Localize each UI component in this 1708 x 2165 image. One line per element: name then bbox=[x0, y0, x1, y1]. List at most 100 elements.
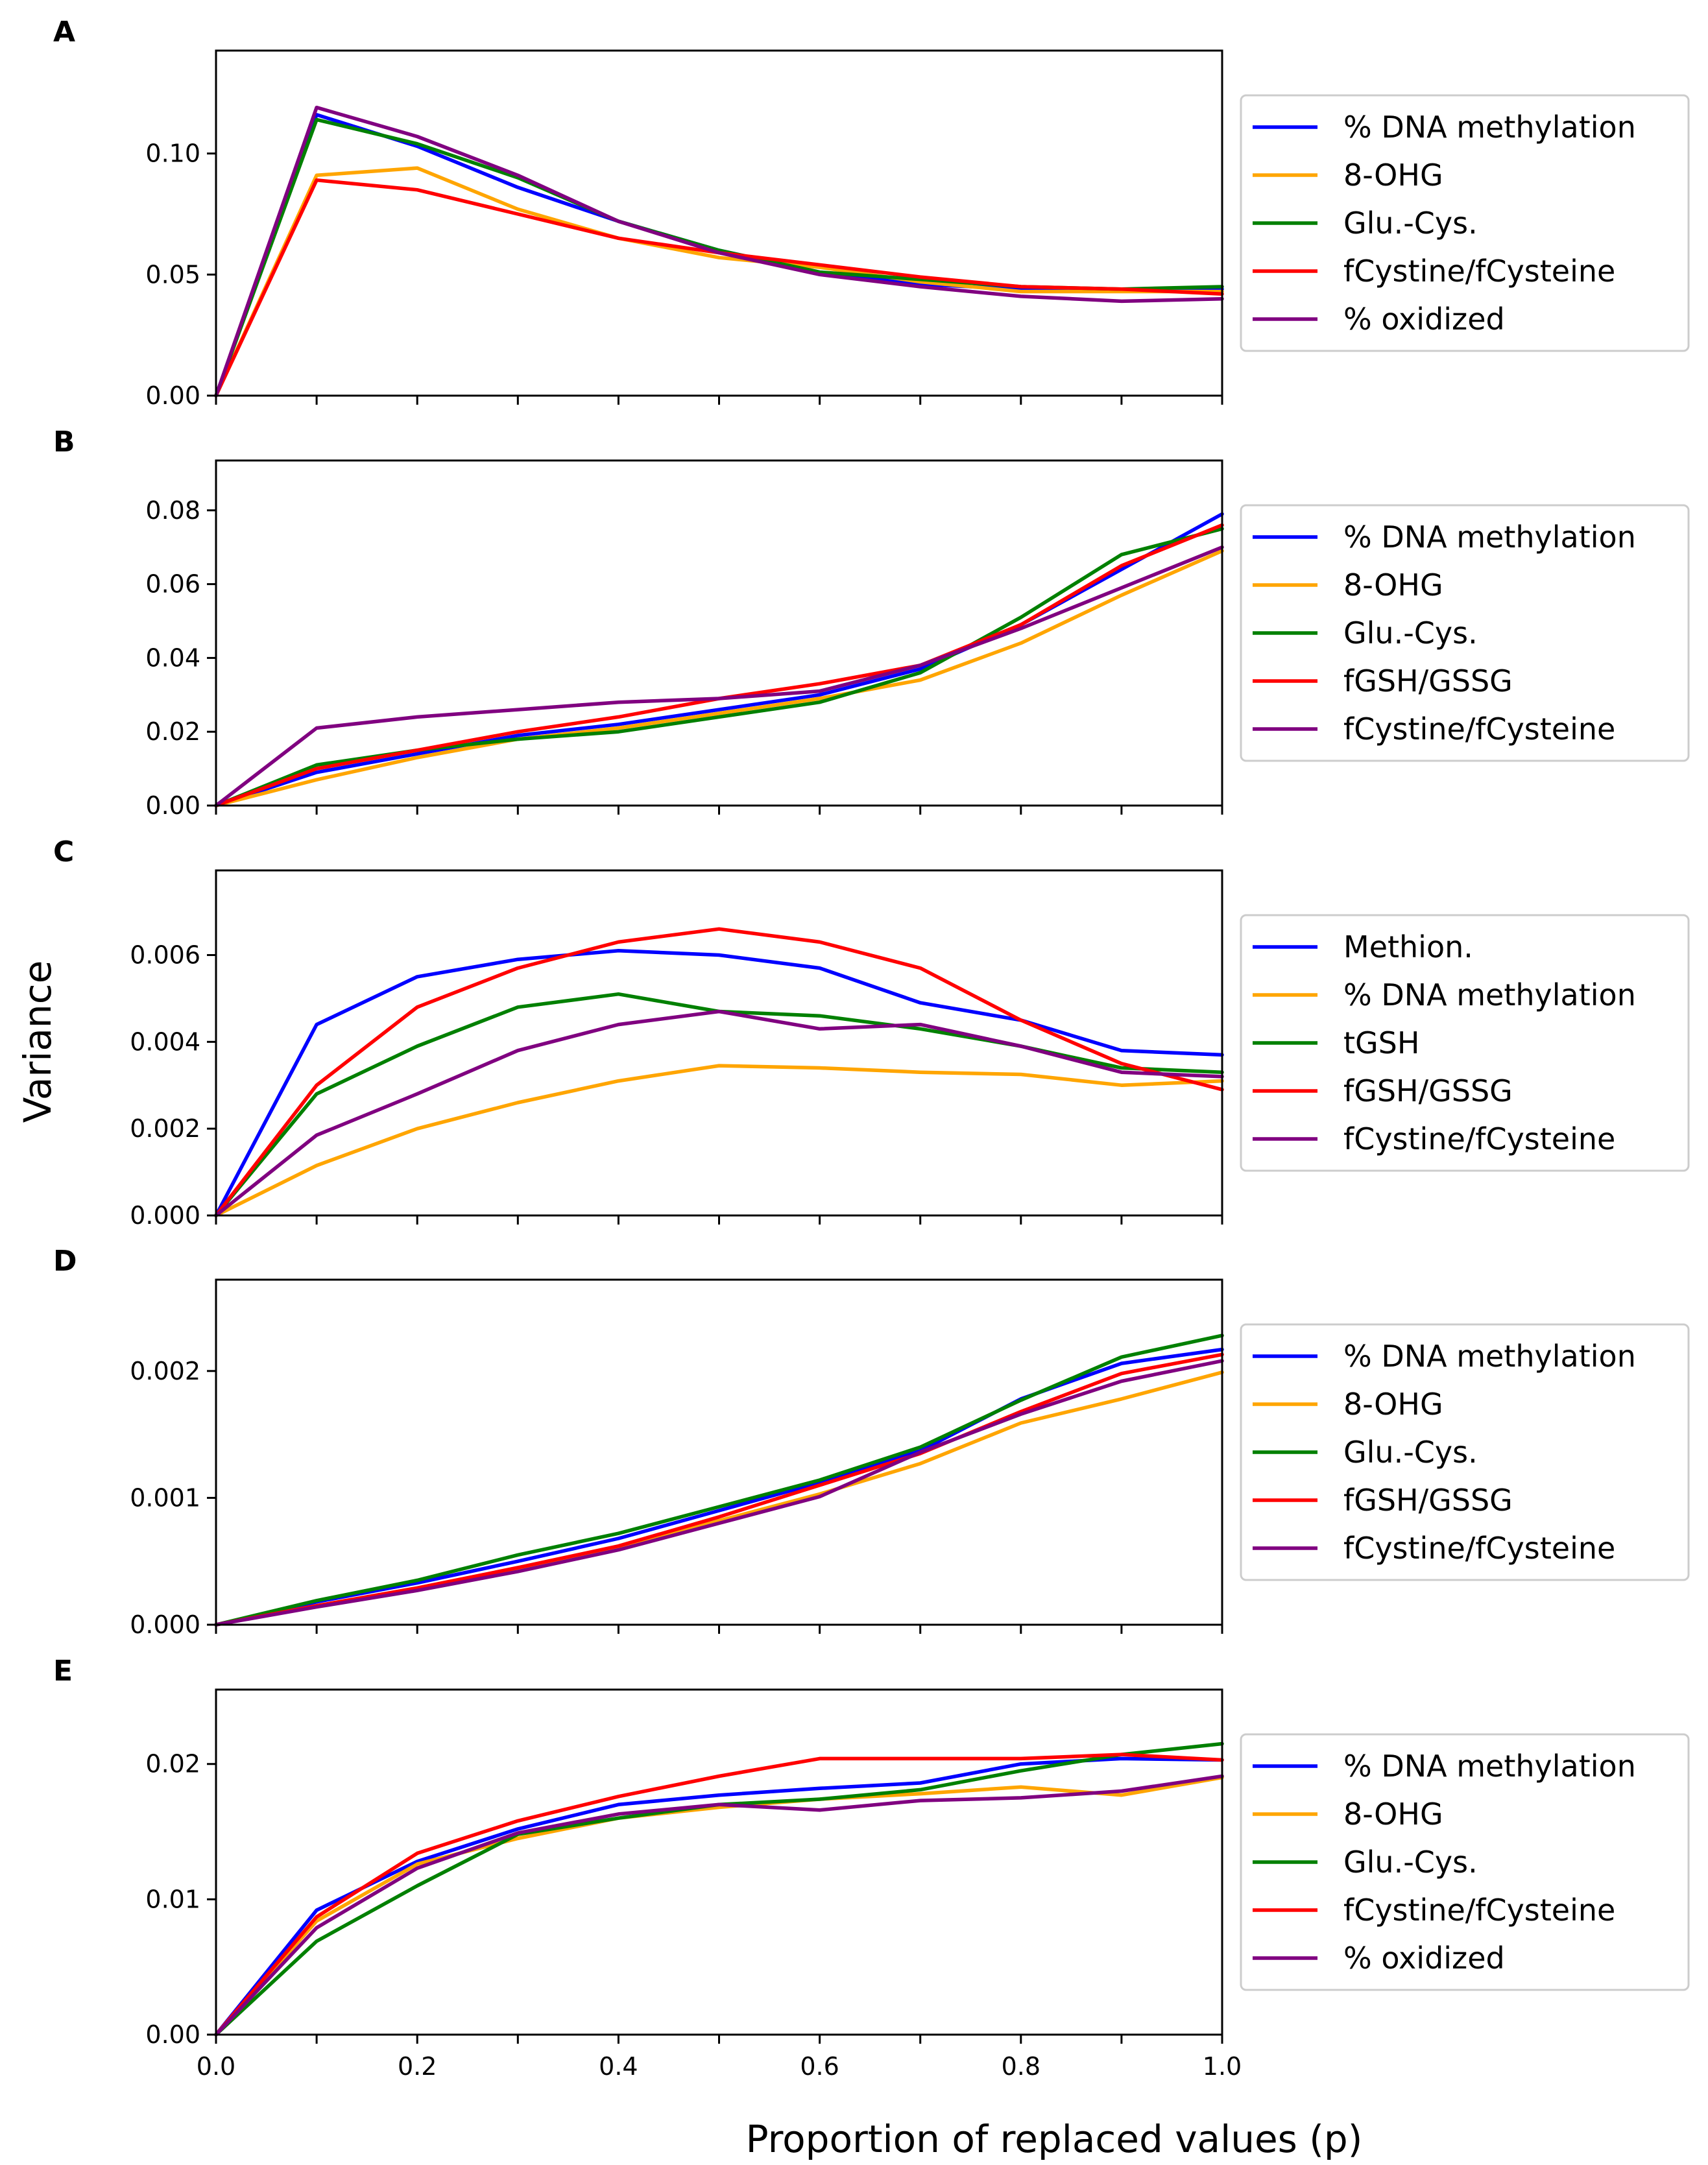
panel-letter: E bbox=[53, 1655, 73, 1688]
legend-box bbox=[1240, 504, 1690, 762]
series-line-4 bbox=[214, 1352, 1224, 1627]
series-line-3 bbox=[214, 1334, 1224, 1627]
legend-label: fCystine/fCysteine bbox=[1343, 1531, 1615, 1566]
series-line-3 bbox=[214, 1741, 1224, 2037]
legend-label: % DNA methylation bbox=[1343, 110, 1636, 145]
panel-c: C 0.000 0.002 0.004 0.006 Methion. % DNA methy… bbox=[53, 835, 1690, 1230]
legend-label: fGSH/GSSG bbox=[1343, 1483, 1513, 1518]
y-axis-title: Variance bbox=[16, 961, 60, 1123]
panel-letter: D bbox=[53, 1245, 77, 1278]
series-line-2 bbox=[214, 1064, 1224, 1217]
x-axis-title: Proportion of replaced values (p) bbox=[746, 2117, 1363, 2161]
series-line-1 bbox=[214, 949, 1224, 1217]
series-line-3 bbox=[214, 992, 1224, 1217]
axes-frame bbox=[215, 1278, 1223, 1626]
series-line-2 bbox=[214, 166, 1224, 398]
series-group bbox=[214, 512, 1224, 807]
x-tick-label: 0.2 bbox=[398, 2052, 437, 2081]
series-line-1 bbox=[214, 113, 1224, 398]
y-tick-label: 0.08 bbox=[145, 496, 200, 525]
y-tick-label: 0.002 bbox=[130, 1357, 200, 1385]
y-tick-label: 0.000 bbox=[130, 1201, 200, 1230]
series-group bbox=[214, 927, 1224, 1217]
legend-label: Glu.-Cys. bbox=[1343, 206, 1478, 241]
legend-label: fGSH/GSSG bbox=[1343, 664, 1513, 699]
series-line-4 bbox=[214, 178, 1224, 398]
panels: A 0.00 0.05 0.10 % DNA methylation 8-OHG Glu.-… bbox=[53, 16, 1690, 2081]
series-line-5 bbox=[214, 1009, 1224, 1217]
legend-label: % DNA methylation bbox=[1343, 1339, 1636, 1374]
series-line-4 bbox=[214, 1752, 1224, 2037]
series-line-5 bbox=[214, 545, 1224, 807]
panel-letter: B bbox=[53, 425, 75, 459]
legend-label: Glu.-Cys. bbox=[1343, 616, 1478, 651]
y-tick-label: 0.04 bbox=[145, 643, 200, 672]
legend-label: % DNA methylation bbox=[1343, 1749, 1636, 1784]
x-tick-label: 1.0 bbox=[1203, 2052, 1242, 2081]
legend: % DNA methylation 8-OHG Glu.-Cys. fCystine/… bbox=[1240, 94, 1690, 352]
y-tick-label: 0.004 bbox=[130, 1027, 200, 1056]
panel-letter: C bbox=[53, 835, 74, 868]
series-line-1 bbox=[214, 512, 1224, 807]
legend-label: fCystine/fCysteine bbox=[1343, 1121, 1615, 1156]
series-line-4 bbox=[214, 927, 1224, 1217]
legend: % DNA methylation 8-OHG Glu.-Cys. fGSH/GSSG… bbox=[1240, 504, 1690, 762]
series-line-5 bbox=[214, 105, 1224, 398]
legend: Methion. % DNA methylation tGSH fGSH/GSSG fC… bbox=[1240, 914, 1690, 1172]
axes-frame bbox=[215, 1688, 1223, 2036]
legend-box bbox=[1240, 1323, 1690, 1581]
legend: % DNA methylation 8-OHG Glu.-Cys. fGSH/GSSG… bbox=[1240, 1323, 1690, 1581]
legend-box bbox=[1240, 914, 1690, 1172]
y-tick-label: 0.06 bbox=[145, 570, 200, 599]
x-tick-label: 0.8 bbox=[1002, 2052, 1040, 2081]
legend-label: 8-OHG bbox=[1343, 568, 1443, 603]
legend-label: fCystine/fCysteine bbox=[1343, 254, 1615, 289]
legend-label: Glu.-Cys. bbox=[1343, 1845, 1478, 1880]
series-line-2 bbox=[214, 1775, 1224, 2037]
y-tick-label: 0.05 bbox=[145, 260, 200, 289]
legend-box bbox=[1240, 1733, 1690, 1991]
legend-label: 8-OHG bbox=[1343, 158, 1443, 193]
panel-d: D 0.000 0.001 0.002 % DNA methylation 8-OHG Gl… bbox=[53, 1245, 1690, 1639]
legend-label: % oxidized bbox=[1343, 302, 1505, 337]
legend-label: % oxidized bbox=[1343, 1941, 1505, 1976]
panel-e: E 0.00 0.01 0.02 0.0 0.2 0.4 0.6 0.8 1.0 % DNA met… bbox=[53, 1655, 1690, 2081]
panel-b: B 0.00 0.02 0.04 0.06 0.08 % DNA methylation 8-… bbox=[53, 425, 1690, 820]
legend-box bbox=[1240, 94, 1690, 352]
legend-label: % DNA methylation bbox=[1343, 977, 1636, 1012]
legend-label: fCystine/fCysteine bbox=[1343, 712, 1615, 747]
legend-label: fGSH/GSSG bbox=[1343, 1073, 1513, 1108]
axes-frame bbox=[215, 459, 1223, 807]
legend-label: Methion. bbox=[1343, 929, 1473, 964]
legend-label: Glu.-Cys. bbox=[1343, 1435, 1478, 1470]
series-line-2 bbox=[214, 1370, 1224, 1627]
series-group bbox=[214, 105, 1224, 398]
y-tick-label: 0.002 bbox=[130, 1114, 200, 1143]
axes-frame bbox=[215, 49, 1223, 397]
y-tick-label: 0.01 bbox=[145, 1885, 200, 1913]
legend-label: 8-OHG bbox=[1343, 1387, 1443, 1422]
legend-label: % DNA methylation bbox=[1343, 520, 1636, 555]
series-group bbox=[214, 1741, 1224, 2037]
y-tick-label: 0.000 bbox=[130, 1610, 200, 1639]
series-group bbox=[214, 1334, 1224, 1627]
x-tick-label: 0.4 bbox=[599, 2052, 638, 2081]
legend-label: tGSH bbox=[1343, 1025, 1419, 1060]
series-line-5 bbox=[214, 1359, 1224, 1627]
panel-a: A 0.00 0.05 0.10 % DNA methylation 8-OHG Glu.-… bbox=[53, 16, 1690, 410]
series-line-1 bbox=[214, 1756, 1224, 2037]
y-tick-label: 0.02 bbox=[145, 1750, 200, 1778]
series-line-5 bbox=[214, 1774, 1224, 2037]
y-tick-label: 0.10 bbox=[145, 139, 200, 168]
y-tick-label: 0.00 bbox=[145, 381, 200, 410]
series-line-2 bbox=[214, 549, 1224, 807]
y-tick-label: 0.00 bbox=[145, 2020, 200, 2049]
y-tick-label: 0.001 bbox=[130, 1483, 200, 1512]
legend: % DNA methylation 8-OHG Glu.-Cys. fCystine/… bbox=[1240, 1733, 1690, 1991]
y-tick-label: 0.006 bbox=[130, 940, 200, 969]
y-tick-label: 0.02 bbox=[145, 717, 200, 746]
panel-letter: A bbox=[53, 16, 75, 49]
x-tick-label: 0.0 bbox=[197, 2052, 235, 2081]
legend-label: 8-OHG bbox=[1343, 1797, 1443, 1832]
